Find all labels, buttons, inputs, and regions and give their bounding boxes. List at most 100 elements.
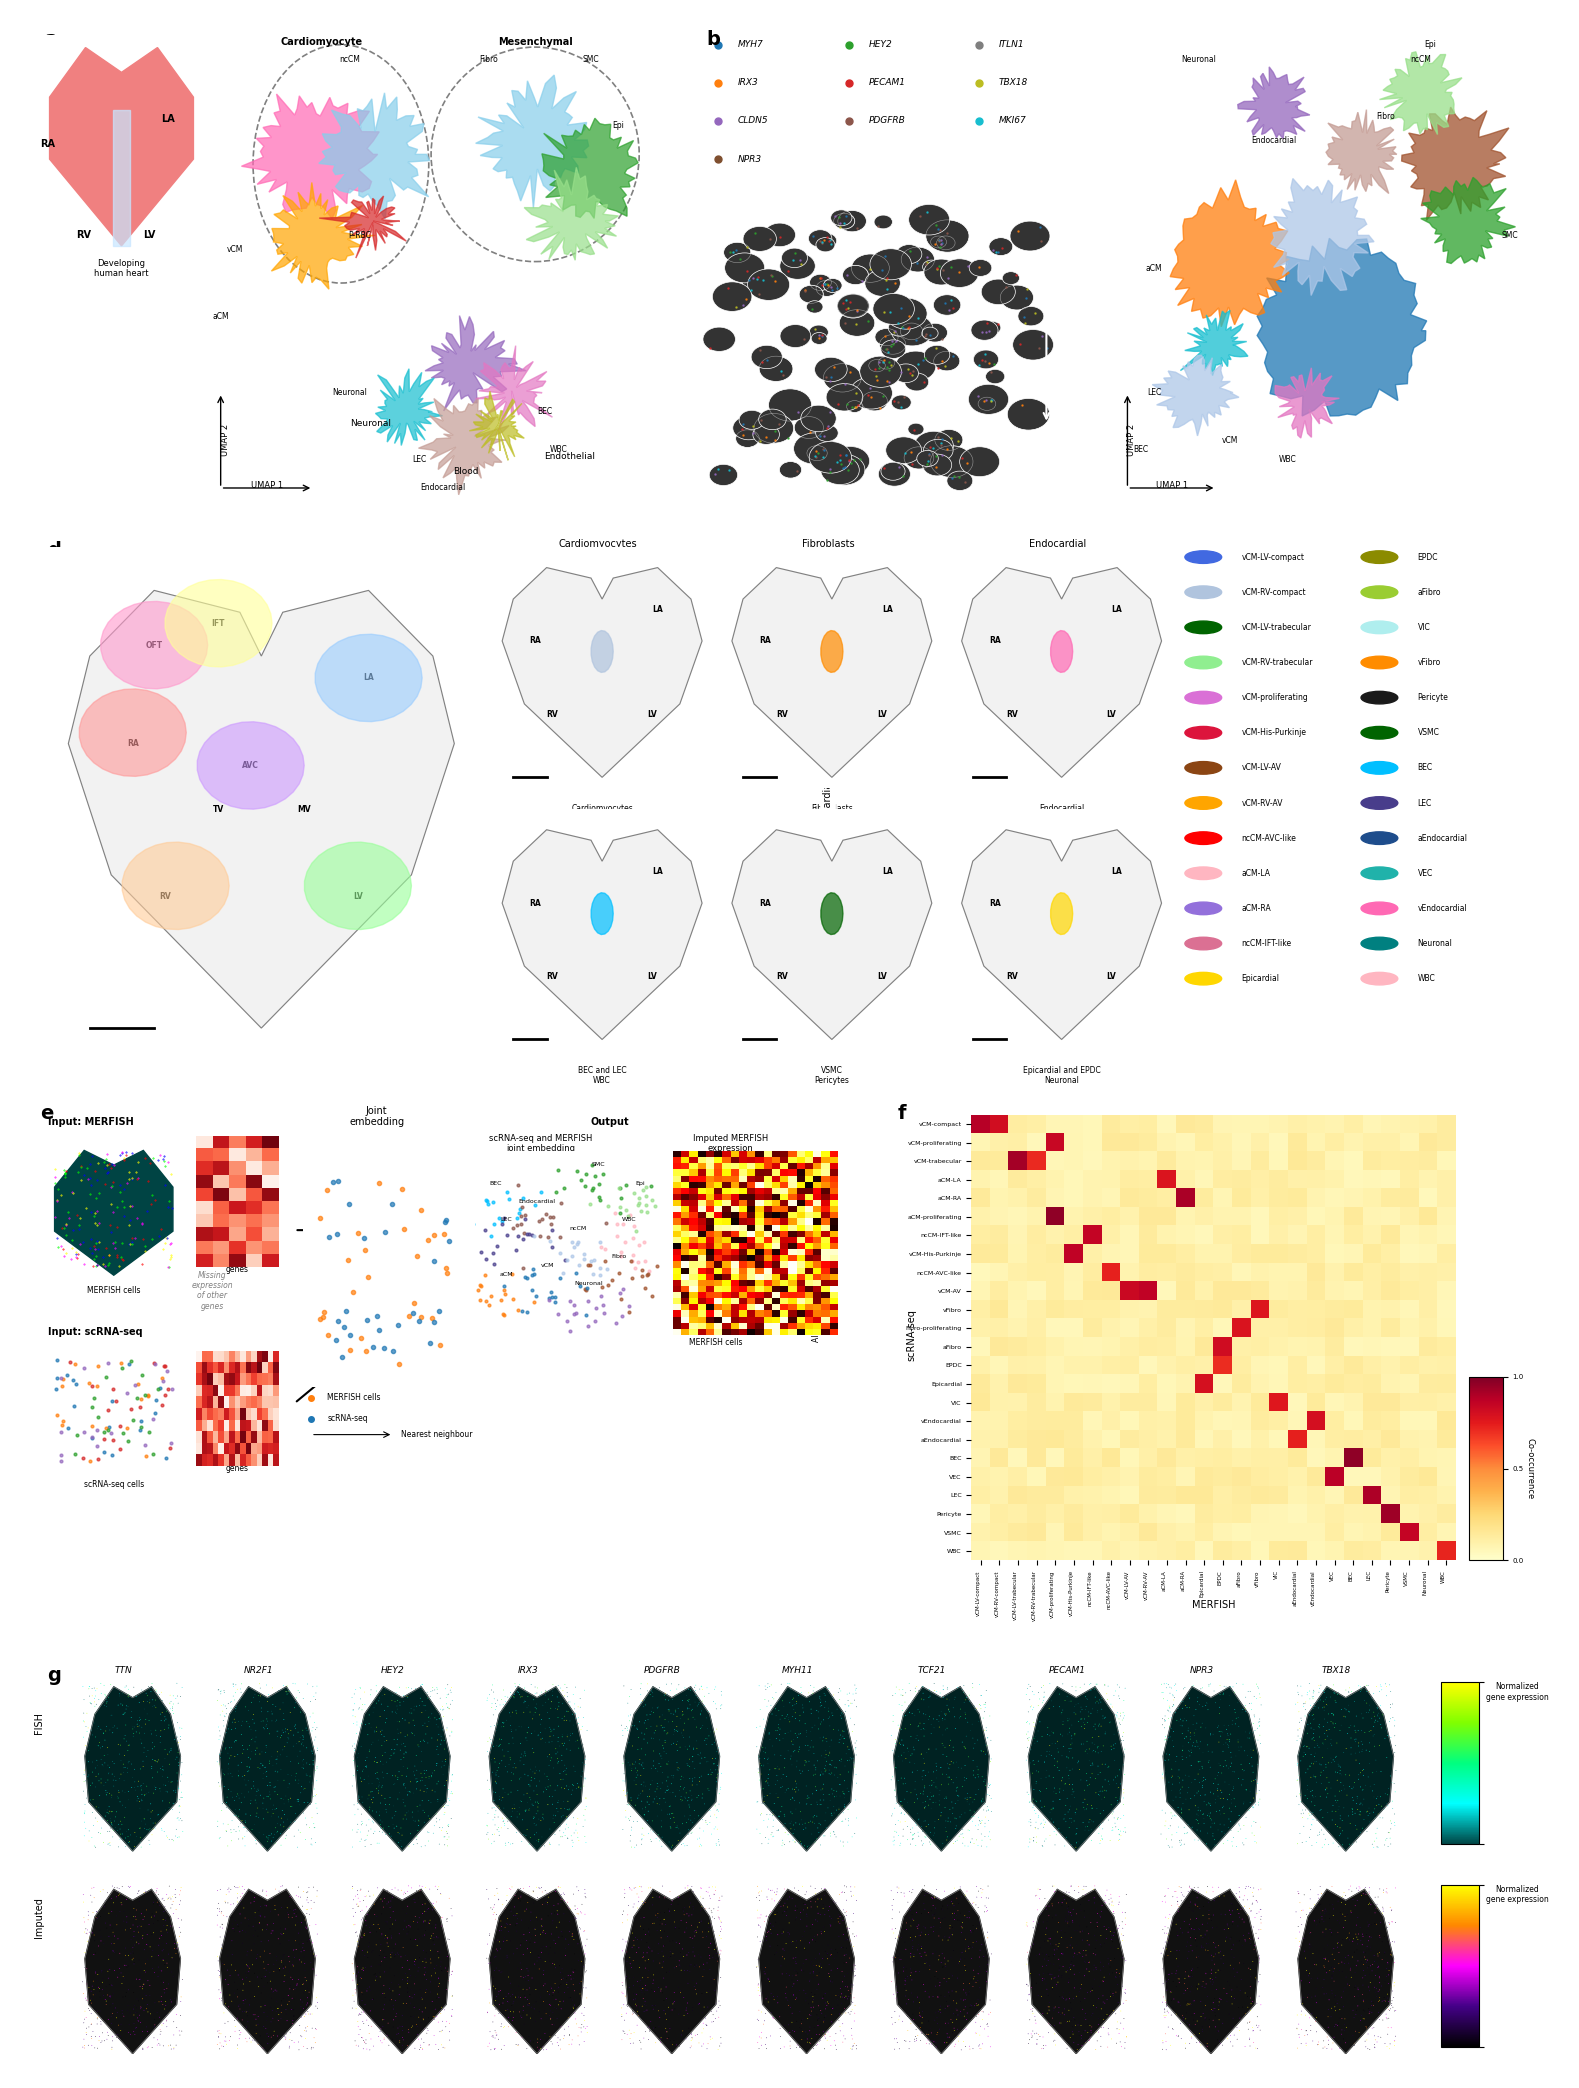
Circle shape [1184, 938, 1222, 950]
Circle shape [1361, 867, 1397, 879]
Text: f: f [897, 1105, 906, 1123]
Circle shape [1361, 762, 1397, 775]
Text: Endocardial: Endocardial [1030, 539, 1086, 549]
Text: IRX3: IRX3 [518, 1666, 538, 1675]
Text: PECAM1: PECAM1 [1048, 1666, 1085, 1675]
Text: d: d [47, 541, 60, 560]
Circle shape [1361, 727, 1397, 739]
Text: MKI67: MKI67 [1000, 117, 1026, 125]
Text: PDGFRB: PDGFRB [644, 1666, 681, 1675]
Text: NR2F1: NR2F1 [243, 1666, 273, 1675]
Text: vCM-LV-compact: vCM-LV-compact [1241, 553, 1304, 562]
Text: CLDN5: CLDN5 [737, 117, 769, 125]
Text: FISH: FISH [35, 1712, 44, 1733]
Text: aCM-RA: aCM-RA [1241, 904, 1271, 912]
Text: vFibro: vFibro [1418, 658, 1442, 666]
Circle shape [1361, 831, 1397, 844]
Text: scRNA-seq and MERFISH
joint embedding: scRNA-seq and MERFISH joint embedding [489, 1134, 592, 1153]
Text: Cardiomyocytes: Cardiomyocytes [572, 804, 633, 812]
Text: NPR3: NPR3 [737, 155, 763, 163]
Text: NPR3: NPR3 [1189, 1666, 1214, 1675]
Circle shape [1361, 973, 1397, 986]
Text: WBC: WBC [1418, 975, 1435, 983]
Text: aCM-LA: aCM-LA [1241, 869, 1271, 877]
Text: MERFISH: MERFISH [1192, 1599, 1235, 1610]
Text: TBX18: TBX18 [1000, 79, 1028, 88]
Text: ITLN1: ITLN1 [1000, 40, 1025, 50]
Text: Fibroblasts: Fibroblasts [802, 539, 854, 549]
Text: Output: Output [591, 1117, 628, 1128]
Text: vEndocardial: vEndocardial [1418, 904, 1467, 912]
Text: TTN: TTN [115, 1666, 133, 1675]
Text: Endocardial: Endocardial [1039, 804, 1085, 812]
Text: MERFISH cells: MERFISH cells [87, 1286, 141, 1295]
Text: VEC: VEC [1418, 869, 1434, 877]
Text: g: g [47, 1666, 60, 1685]
Text: Normalized
gene expression: Normalized gene expression [1486, 1885, 1549, 1904]
Text: Nearest neighbour: Nearest neighbour [401, 1430, 474, 1439]
Text: Neuronal: Neuronal [1418, 940, 1453, 948]
Text: PECAM1: PECAM1 [868, 79, 905, 88]
Circle shape [1184, 727, 1222, 739]
Circle shape [1184, 831, 1222, 844]
Text: e: e [39, 1105, 54, 1123]
Text: vCM-RV-trabecular: vCM-RV-trabecular [1241, 658, 1314, 666]
Circle shape [1184, 691, 1222, 704]
Text: IRX3: IRX3 [737, 79, 759, 88]
Text: ncCM-AVC-like: ncCM-AVC-like [1241, 833, 1296, 844]
Text: vCM-LV-AV: vCM-LV-AV [1241, 764, 1282, 773]
Text: Measured
genes: Measured genes [218, 1255, 256, 1274]
Circle shape [1184, 656, 1222, 668]
Text: scRNA-seq cells: scRNA-seq cells [84, 1480, 144, 1489]
Circle shape [1361, 691, 1397, 704]
Text: Imputed MERFISH
expression: Imputed MERFISH expression [693, 1134, 767, 1153]
Text: Cardiomyocytes: Cardiomyocytes [559, 539, 638, 549]
Text: MERFISH cells: MERFISH cells [688, 1338, 742, 1347]
Text: scRNA-seq: scRNA-seq [906, 1309, 916, 1361]
Text: scRNA-seq: scRNA-seq [327, 1414, 368, 1424]
Circle shape [1184, 551, 1222, 564]
Text: aEndocardial: aEndocardial [1418, 833, 1468, 844]
Text: MERFISH cells: MERFISH cells [327, 1393, 381, 1403]
Text: vCM-LV-trabecular: vCM-LV-trabecular [1241, 622, 1312, 633]
Text: Epicardial: Epicardial [1241, 975, 1279, 983]
Text: c: c [1123, 31, 1135, 50]
Text: HEY2: HEY2 [868, 40, 892, 50]
Text: Fibroblasts: Fibroblasts [812, 804, 853, 812]
Text: Imputed: Imputed [35, 1896, 44, 1938]
Text: VIC: VIC [1418, 622, 1431, 633]
Circle shape [1361, 938, 1397, 950]
Text: VSMC: VSMC [1418, 729, 1440, 737]
Text: Pericyte: Pericyte [1418, 693, 1448, 702]
Text: TCF21: TCF21 [917, 1666, 946, 1675]
Text: TBX18: TBX18 [1322, 1666, 1352, 1675]
Circle shape [1361, 798, 1397, 810]
Text: vCM-RV-AV: vCM-RV-AV [1241, 798, 1284, 808]
Circle shape [1184, 762, 1222, 775]
Text: HEY2: HEY2 [381, 1666, 404, 1675]
Text: EPDC: EPDC [1418, 553, 1438, 562]
Text: Measured
genes: Measured genes [218, 1453, 256, 1474]
Circle shape [1361, 902, 1397, 915]
Circle shape [1184, 620, 1222, 633]
Text: vCM-proliferating: vCM-proliferating [1241, 693, 1309, 702]
Circle shape [1184, 973, 1222, 986]
Text: LEC: LEC [1418, 798, 1432, 808]
Text: vCM-His-Purkinje: vCM-His-Purkinje [1241, 729, 1306, 737]
Text: ncCM-IFT-like: ncCM-IFT-like [1241, 940, 1292, 948]
Text: BEC: BEC [1418, 764, 1432, 773]
Text: Input: scRNA-seq: Input: scRNA-seq [47, 1328, 142, 1336]
Text: Input: MERFISH: Input: MERFISH [47, 1117, 134, 1128]
Circle shape [1184, 798, 1222, 810]
Text: aFibro: aFibro [1418, 587, 1442, 597]
Text: All genes: All genes [812, 1307, 821, 1343]
Text: PDGFRB: PDGFRB [868, 117, 905, 125]
Text: BEC and LEC
WBC: BEC and LEC WBC [578, 1065, 627, 1086]
Circle shape [1184, 867, 1222, 879]
Circle shape [1361, 656, 1397, 668]
Text: Droplet-based
scRNA-seq: Droplet-based scRNA-seq [224, 173, 289, 192]
Text: Missing
expression
of other
genes: Missing expression of other genes [191, 1272, 234, 1311]
Text: a: a [44, 31, 57, 50]
Text: Normalized
gene expression: Normalized gene expression [1486, 1683, 1549, 1702]
Text: Joint
embedding: Joint embedding [349, 1107, 404, 1128]
